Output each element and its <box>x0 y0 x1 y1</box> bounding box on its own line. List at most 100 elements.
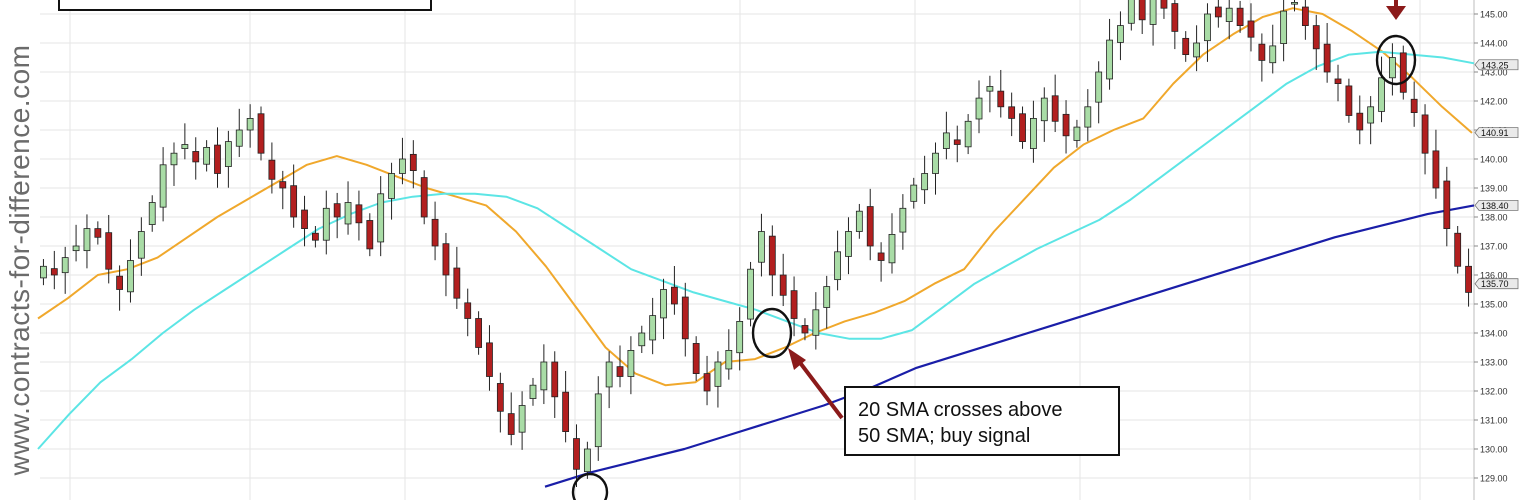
candlestick <box>638 325 646 354</box>
bullish-candle <box>1117 25 1124 43</box>
candlestick <box>714 351 722 408</box>
bullish-candle <box>1269 45 1277 64</box>
bullish-candle <box>942 132 950 149</box>
candlestick <box>605 351 613 409</box>
bullish-candle <box>1073 126 1081 141</box>
candlestick <box>540 344 548 405</box>
axis-tick-label: 136.00 <box>1480 271 1508 281</box>
candlestick <box>692 336 700 381</box>
bearish-candle <box>1312 25 1320 50</box>
bearish-candle <box>355 204 363 224</box>
candlestick <box>573 424 580 487</box>
callout-line-1: 20 SMA crosses above <box>858 399 1063 421</box>
candlestick <box>845 217 852 275</box>
price-tag-label: 135.70 <box>1481 279 1509 289</box>
bearish-candle <box>507 413 515 435</box>
candlestick <box>627 336 635 395</box>
bearish-candle <box>50 268 58 276</box>
bullish-candle <box>170 152 178 166</box>
bearish-candle <box>1301 6 1309 26</box>
bearish-candle <box>431 218 439 247</box>
candlestick <box>453 246 461 309</box>
candlestick <box>224 130 232 188</box>
candlestick <box>1454 225 1462 274</box>
bullish-candle <box>649 315 657 341</box>
axis-tick-label: 140.00 <box>1480 155 1508 165</box>
candlestick <box>942 111 950 160</box>
candlestick <box>1345 78 1353 123</box>
bullish-candle <box>83 228 91 252</box>
bullish-candle <box>1225 7 1233 22</box>
bullish-candle <box>834 251 841 281</box>
callout-arrow <box>796 358 844 420</box>
bearish-candle <box>1182 37 1190 56</box>
bullish-candle <box>1378 77 1385 112</box>
axis-tick-label: 134.00 <box>1480 329 1508 339</box>
candlestick <box>649 297 657 355</box>
candlestick <box>899 194 907 250</box>
candlestick <box>1171 0 1179 50</box>
bearish-candle <box>1062 113 1070 137</box>
bullish-candle <box>758 231 765 263</box>
candlestick <box>1378 56 1385 123</box>
candlestick <box>257 106 265 161</box>
candlestick <box>246 104 254 148</box>
bullish-candle <box>823 286 831 308</box>
bullish-candle <box>855 210 863 232</box>
bullish-candle <box>203 146 211 165</box>
bullish-candle <box>137 231 145 259</box>
bullish-candle <box>725 349 733 370</box>
moving-average-lines <box>37 7 1475 488</box>
candlestick <box>50 250 58 290</box>
bullish-candle <box>377 193 385 243</box>
bearish-candle <box>1008 106 1016 119</box>
bullish-candle <box>322 207 330 241</box>
candlestick <box>1291 0 1298 12</box>
bearish-candle <box>268 159 276 180</box>
candlestick <box>1051 74 1059 133</box>
bearish-candle <box>562 391 570 433</box>
bearish-candle <box>953 139 961 145</box>
crossover-circle <box>1375 34 1417 86</box>
candlestick <box>181 123 189 160</box>
candlestick <box>507 392 515 446</box>
bullish-candle <box>1149 0 1157 25</box>
bullish-candle <box>148 202 156 225</box>
bullish-candle <box>529 384 537 399</box>
bearish-candle <box>1334 78 1342 84</box>
candlestick <box>1160 0 1168 19</box>
bullish-candle <box>910 184 918 202</box>
candlestick <box>736 307 744 371</box>
candlestick <box>333 192 341 239</box>
candlestick <box>355 190 363 241</box>
candlestick <box>964 114 972 155</box>
bearish-candle <box>1454 232 1462 267</box>
bearish-candle <box>616 366 624 377</box>
bearish-candle <box>192 151 200 163</box>
candlestick <box>997 69 1005 118</box>
candlestick <box>388 162 395 220</box>
candlestick <box>312 225 319 248</box>
candlestick <box>105 214 113 284</box>
bullish-candle <box>736 320 744 354</box>
bullish-candle <box>181 144 189 149</box>
bearish-candle <box>681 296 689 340</box>
candlestick <box>562 370 570 443</box>
candlestick <box>127 239 134 303</box>
candlestick <box>583 441 591 479</box>
candlestick <box>1312 14 1320 70</box>
candlestick <box>921 155 929 204</box>
candlestick <box>1149 0 1157 46</box>
candlestick <box>1030 100 1037 163</box>
candlestick <box>594 376 602 461</box>
candlestick <box>1193 25 1200 72</box>
bearish-candle <box>997 90 1005 108</box>
candlestick <box>1214 0 1222 28</box>
bearish-candle <box>866 206 874 247</box>
bullish-candle <box>1095 71 1103 103</box>
axis-tick-label: 135.00 <box>1480 300 1508 310</box>
bullish-candle <box>159 164 167 208</box>
candlestick <box>214 127 221 188</box>
bearish-candle <box>703 373 711 392</box>
